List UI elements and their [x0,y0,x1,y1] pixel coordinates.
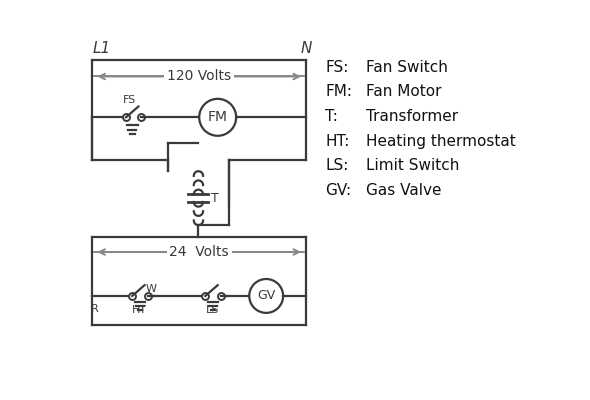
Text: T: T [211,192,218,205]
Text: HT:: HT: [326,134,350,149]
Text: LS:: LS: [326,158,349,173]
Text: 24  Volts: 24 Volts [169,245,229,259]
Text: FS:: FS: [326,60,349,75]
Text: Fan Switch: Fan Switch [366,60,447,75]
Text: R: R [91,304,99,314]
Text: Heating thermostat: Heating thermostat [366,134,515,149]
Text: GV: GV [257,290,276,302]
Text: T:: T: [326,109,338,124]
Text: Transformer: Transformer [366,109,458,124]
Text: FS: FS [123,95,136,105]
Text: FM: FM [208,110,228,124]
Text: HT: HT [132,305,148,315]
Text: Gas Valve: Gas Valve [366,183,441,198]
Text: N: N [300,41,312,56]
Text: 120 Volts: 120 Volts [167,70,231,84]
Text: Limit Switch: Limit Switch [366,158,459,173]
Text: L1: L1 [92,41,110,56]
Text: FM:: FM: [326,84,352,99]
Text: GV:: GV: [326,183,352,198]
Text: LS: LS [206,305,219,315]
Text: Fan Motor: Fan Motor [366,84,441,99]
Text: W: W [145,284,156,294]
